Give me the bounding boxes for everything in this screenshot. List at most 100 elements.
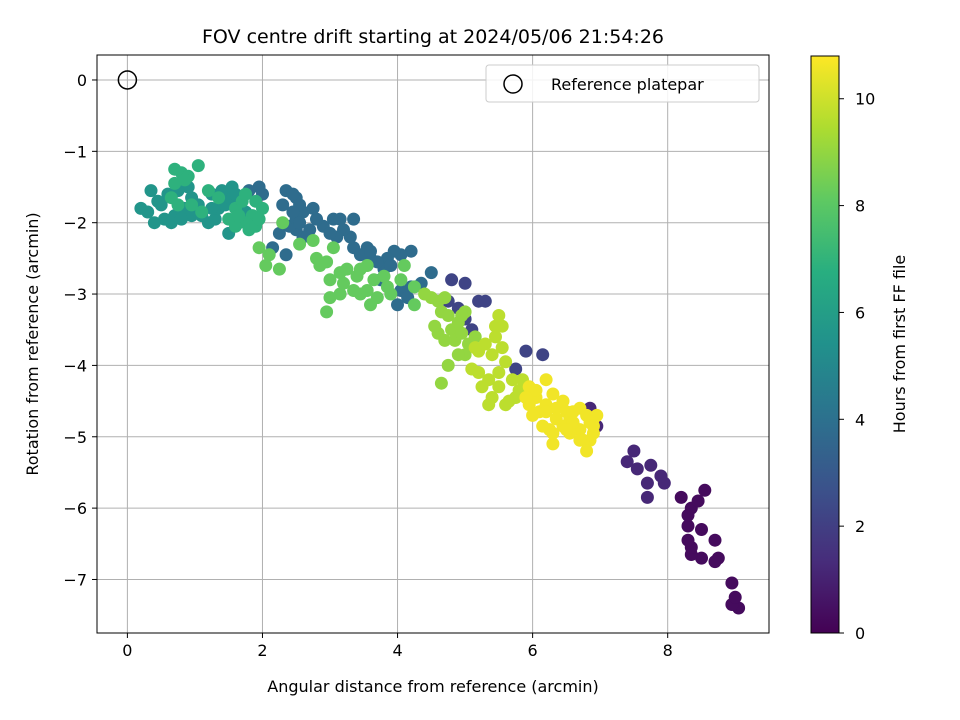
data-point [397,259,411,272]
y-tick-label: −5 [63,428,87,447]
data-point [323,291,337,305]
y-tick-label: −4 [63,356,87,375]
data-point [654,469,668,483]
data-point [505,373,519,387]
data-point [691,494,705,508]
data-point [259,259,273,272]
data-point [320,305,334,319]
data-point [478,337,492,351]
data-point [174,212,188,226]
y-tick-label: −6 [63,499,87,518]
data-point [698,483,712,497]
data-point [681,519,695,533]
data-point [539,373,553,387]
data-point [495,341,509,355]
data-point [367,273,381,287]
data-point [492,380,506,394]
data-point [725,576,739,590]
x-tick-label: 4 [392,641,402,660]
data-point [347,241,361,255]
data-point [728,590,742,604]
data-point [208,212,222,226]
data-point [276,216,290,230]
y-tick-label: −2 [63,214,87,233]
colorbar-tick-label: 4 [855,410,865,429]
data-point [465,362,479,376]
data-point [178,173,192,187]
data-point [586,419,600,433]
colorbar-tick-label: 2 [855,517,865,536]
data-point [185,198,199,212]
x-tick-label: 0 [122,641,132,660]
data-point [489,330,502,344]
data-point [468,341,482,355]
data-point [536,419,550,433]
data-point [144,184,158,198]
data-point [212,191,226,205]
data-point [195,205,209,219]
data-point [573,433,587,447]
data-point [492,366,506,379]
data-point [407,280,421,294]
data-point [674,490,688,504]
data-point [333,212,347,226]
data-point [428,319,442,333]
data-point [580,444,594,458]
data-point [272,262,286,276]
data-point [164,216,178,230]
data-point [171,198,185,212]
data-point [434,376,448,390]
data-point [475,380,489,394]
y-tick-label: −7 [63,570,87,589]
data-point [438,333,452,347]
data-point [546,387,560,401]
x-tick-label: 8 [663,641,673,660]
data-point [252,241,266,255]
data-point [340,262,354,276]
data-point [526,408,540,422]
data-point [546,426,560,440]
data-point [708,533,722,547]
data-point [489,319,502,333]
data-point [201,184,215,198]
data-point [708,555,722,569]
data-point [499,398,513,412]
data-point [326,241,340,255]
data-point [640,490,654,504]
y-tick-label: 0 [77,71,87,90]
data-point [286,205,300,219]
data-point [404,244,418,258]
data-point [293,216,307,230]
data-point [499,355,513,369]
colorbar-tick-label: 8 [855,197,865,216]
data-point [252,212,266,226]
data-point [441,309,455,322]
data-point [556,394,570,408]
data-point [185,209,199,223]
data-point [559,423,573,437]
data-point [451,348,465,362]
data-point [239,187,253,201]
y-axis-ticks: 0 −1 −2 −3 −4 −5 −6 −7 [63,71,97,589]
data-points [134,159,746,615]
data-point [360,284,374,297]
data-point [320,255,334,269]
y-axis-label: Rotation from reference (arcmin) [23,212,42,475]
data-point [306,234,320,247]
y-tick-label: −3 [63,285,87,304]
data-point [134,201,148,215]
data-point [262,248,276,262]
colorbar-tick-label: 0 [855,624,865,643]
data-point [279,248,293,262]
data-point [630,462,644,476]
data-point [536,348,550,362]
colorbar-ticks: 0 2 4 6 8 10 [839,90,875,643]
data-point [485,348,499,362]
reference-marker-layer [117,70,138,90]
data-point [482,398,496,412]
data-point [205,201,219,215]
plot-frame [96,54,770,634]
colorbar-tick-label: 10 [855,90,875,109]
data-point [424,266,438,280]
